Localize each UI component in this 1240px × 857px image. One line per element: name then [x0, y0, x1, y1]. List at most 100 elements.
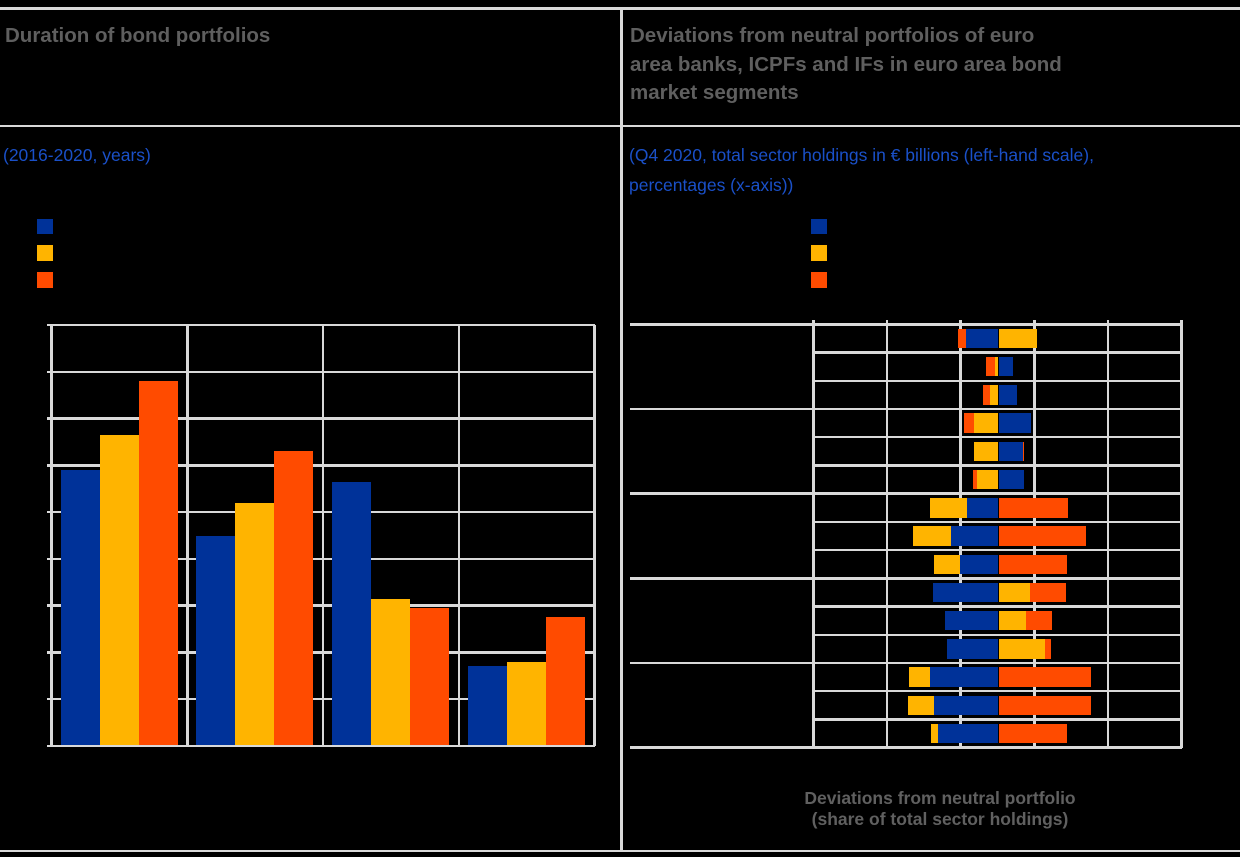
bar-series-yellow: [235, 502, 275, 746]
bar-series-orange: [545, 617, 585, 746]
gridline-vertical: [186, 325, 189, 746]
gridline-horizontal: [46, 744, 52, 748]
bar-series-yellow: [907, 695, 934, 716]
bar-series-orange: [1045, 639, 1051, 659]
bar-series-orange: [973, 469, 978, 490]
bar-series-yellow: [999, 639, 1046, 659]
bar-series-yellow: [506, 661, 546, 746]
bar-series-blue: [967, 498, 999, 518]
bar-series-yellow: [929, 498, 968, 518]
row-separator-line: [813, 633, 1182, 637]
bar-series-blue: [999, 413, 1032, 433]
group-separator-line: [630, 577, 1182, 580]
gridline-vertical: [50, 325, 53, 746]
bar-series-yellow: [999, 328, 1037, 349]
right-chart-xaxis-label-line1: Deviations from neutral portfolio: [804, 788, 1076, 808]
bar-series-blue: [999, 356, 1014, 377]
right-panel-subtitle-line2: percentages (x-axis)): [629, 175, 794, 195]
bar-series-yellow: [974, 413, 999, 433]
legend-swatch: [37, 272, 53, 288]
group-separator-line: [630, 661, 1182, 665]
legend-swatch: [811, 218, 827, 234]
bar-series-orange: [963, 413, 975, 433]
bar-series-yellow: [977, 469, 999, 490]
bar-series-blue: [946, 639, 999, 659]
bar-series-orange: [274, 451, 314, 746]
bar-series-orange: [1022, 441, 1025, 462]
left-panel-title: Duration of bond portfolios: [5, 24, 271, 47]
bar-series-orange: [999, 554, 1068, 574]
gridline-vertical: [457, 325, 460, 746]
bar-series-yellow: [930, 723, 939, 744]
right-chart-xaxis-label-line2: (share of total sector holdings): [811, 809, 1069, 829]
right-panel-title-line1: Deviations from neutral portfolios of eu…: [630, 24, 1035, 47]
group-separator-line: [630, 492, 1182, 495]
legend-swatch: [811, 245, 827, 261]
bar-series-orange: [957, 328, 966, 349]
gridline-horizontal: [46, 417, 52, 420]
panel-divider-line: [620, 7, 623, 852]
gridline-horizontal: [46, 370, 52, 374]
right-panel-subtitle-line1: (Q4 2020, total sector holdings in € bil…: [629, 145, 1094, 165]
gridline-vertical: [321, 325, 325, 746]
bar-series-blue: [929, 667, 999, 687]
gridline-vertical: [1106, 324, 1110, 748]
x-axis-line: [51, 744, 595, 748]
bar-series-blue: [960, 554, 999, 574]
group-separator-line: [630, 407, 1182, 411]
bar-series-yellow: [990, 385, 999, 405]
bar-series-blue: [332, 481, 372, 746]
bar-series-yellow: [933, 554, 961, 574]
bar-series-blue: [467, 666, 507, 746]
row-separator-line: [813, 718, 1182, 721]
legend-swatch: [811, 272, 827, 288]
bar-series-blue: [999, 441, 1023, 462]
right-chart-xaxis-label: Deviations from neutral portfolio (share…: [690, 788, 1190, 830]
bar-series-blue: [60, 470, 100, 746]
row-separator-line: [813, 435, 1182, 439]
axis-tick: [885, 320, 889, 325]
row-separator-line: [813, 548, 1182, 552]
gridline-horizontal: [46, 323, 52, 327]
bar-series-yellow: [913, 526, 951, 546]
bar-series-yellow: [909, 667, 930, 687]
legend-swatch: [37, 218, 53, 234]
right-panel-title-line3: market segments: [630, 81, 799, 104]
bar-series-orange: [982, 385, 991, 405]
row-separator-line: [813, 379, 1182, 382]
row-separator-line: [813, 520, 1182, 524]
bar-series-blue: [932, 582, 999, 603]
left-panel-subtitle: (2016-2020, years): [3, 145, 151, 165]
bar-series-yellow: [999, 582, 1031, 603]
gridline-horizontal: [46, 510, 52, 514]
bar-series-yellow: [974, 441, 999, 462]
bar-series-yellow: [371, 598, 411, 746]
axis-tick: [1106, 320, 1110, 325]
row-separator-line: [813, 464, 1182, 467]
bar-series-orange: [1030, 582, 1067, 603]
bar-series-orange: [999, 526, 1087, 546]
bar-series-orange: [999, 498, 1068, 518]
bar-series-yellow: [999, 610, 1026, 631]
bar-series-blue: [966, 328, 999, 349]
gridline-horizontal: [46, 697, 52, 701]
bar-series-blue: [196, 535, 236, 746]
right-panel-title: Deviations from neutral portfolios of eu…: [630, 22, 1190, 108]
row-separator-line: [813, 351, 1182, 354]
gridline-horizontal: [46, 651, 52, 654]
gridline-horizontal: [46, 604, 52, 607]
bar-series-orange: [1025, 610, 1052, 631]
right-panel-subtitle: (Q4 2020, total sector holdings in € bil…: [629, 140, 1094, 200]
axis-tick: [1033, 320, 1036, 325]
gridline-vertical: [1180, 324, 1183, 748]
axis-tick: [959, 320, 962, 325]
gridline-horizontal: [46, 557, 52, 561]
bar-series-orange: [138, 381, 178, 746]
bar-series-blue: [999, 469, 1025, 490]
bar-series-blue: [938, 723, 999, 744]
bar-series-orange: [999, 695, 1091, 716]
bar-series-blue: [999, 385, 1018, 405]
gridline-vertical: [593, 325, 596, 746]
bar-series-yellow: [994, 356, 999, 377]
